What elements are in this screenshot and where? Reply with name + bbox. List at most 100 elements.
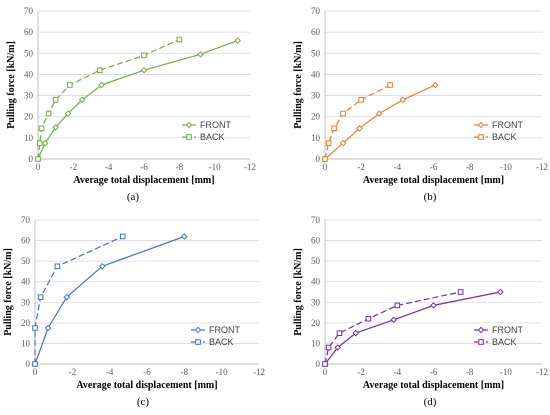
series-line [324,291,461,365]
data-point [325,344,332,351]
y-axis-label: Pulling force [kN/m] [6,41,17,129]
x-tick-label: -6 [430,162,438,172]
legend-label: BACK [209,337,234,347]
y-tick-label: 30 [21,297,31,307]
data-point [394,302,401,309]
data-point [387,82,393,88]
legend-label: FRONT [492,120,523,130]
legend-marker [186,134,192,140]
legend-label: FRONT [492,325,523,335]
data-point [497,288,504,296]
data-point [390,316,398,324]
legend-marker [478,134,484,140]
y-tick-label: 20 [311,112,321,122]
legend-label: FRONT [209,325,240,335]
panel-label: (a) [127,191,140,203]
y-tick-label: 70 [311,215,321,225]
y-tick-label: 50 [311,256,321,266]
y-tick-label: 20 [21,318,31,328]
series-front [34,37,241,163]
data-point [322,361,328,367]
chart-panel-b: 0 10 20 30 40 50 60 70 0 -2 -4 -6 -8 -10 -12 Average to… [293,6,548,203]
x-tick-label: -4 [105,162,113,172]
y-tick-label: 40 [311,69,321,79]
data-point [45,110,52,117]
x-axis-label: Average total displacement [mm] [73,175,214,186]
y-tick-label: 0 [316,359,321,369]
legend-marker [185,121,193,129]
chart-panel-c: 0 10 20 30 40 50 60 70 0 -2 -4 -6 -8 -10 -12 Average to… [3,215,265,408]
data-point [140,66,148,74]
chart-panel-d: 0 10 20 30 40 50 60 70 0 -2 -4 -6 -8 -10 -12 Average to… [293,215,548,408]
legend-label: BACK [492,337,517,347]
data-point [365,315,372,322]
y-tick-label: 40 [311,277,321,287]
data-point [331,125,337,132]
panel-label: (c) [137,396,150,408]
x-tick-label: -12 [253,367,265,377]
y-axis-label: Pulling force [kN/m] [293,41,304,129]
data-point [64,110,72,117]
x-tick-label: -8 [466,162,474,172]
legend-marker [194,326,202,334]
y-tick-label: 60 [311,236,321,246]
data-point [334,344,341,351]
data-point [52,123,59,131]
data-point [141,52,147,59]
y-axis-label: Pulling force [kN/m] [3,248,14,336]
y-tick-label: 0 [316,154,321,164]
x-tick-label: -10 [500,162,512,172]
series-back [322,289,464,367]
x-tick-label: -6 [140,162,148,172]
y-tick-label: 50 [24,48,34,58]
data-point [54,263,61,270]
y-tick-label: 30 [311,91,321,101]
legend: FRONT BACK [191,325,240,347]
x-tick-label: -10 [209,162,221,172]
legend-marker [477,121,485,129]
data-point [97,67,103,74]
data-point [32,361,38,367]
x-tick-label: -2 [70,162,78,172]
y-tick-label: 50 [21,256,31,266]
legend: FRONT BACK [474,120,523,142]
data-point [339,139,347,147]
legend-label: BACK [200,132,225,142]
x-tick-label: -4 [106,367,114,377]
y-tick-label: 60 [311,27,321,37]
x-tick-label: -4 [394,162,402,172]
y-tick-label: 10 [311,133,321,143]
data-point [63,293,71,301]
y-tick-label: 40 [21,277,31,287]
data-point [197,51,204,58]
legend: FRONT BACK [474,325,523,347]
y-tick-label: 30 [311,297,321,307]
data-point [52,97,59,103]
y-tick-label: 10 [24,133,34,143]
legend-marker [477,326,485,334]
x-tick-label: -4 [394,367,402,377]
x-tick-label: -8 [181,367,189,377]
data-point [36,140,43,146]
y-tick-label: 10 [311,338,321,348]
x-axis-label: Average total displacement [mm] [363,380,504,391]
legend-label: BACK [492,132,517,142]
y-tick-label: 70 [24,6,34,16]
x-tick-label: -10 [500,367,512,377]
x-tick-label: -10 [216,367,228,377]
data-point [67,82,73,88]
series-front [31,233,188,368]
series-line [324,84,391,160]
data-point [119,233,126,240]
legend: FRONT BACK [182,120,231,142]
data-point [322,156,328,162]
data-point [38,125,45,132]
y-tick-label: 30 [24,91,34,101]
data-point [32,325,38,331]
y-tick-label: 0 [26,359,31,369]
data-point [44,324,52,332]
x-tick-label: 0 [36,162,41,172]
series-line [34,235,185,365]
data-point [78,96,86,104]
